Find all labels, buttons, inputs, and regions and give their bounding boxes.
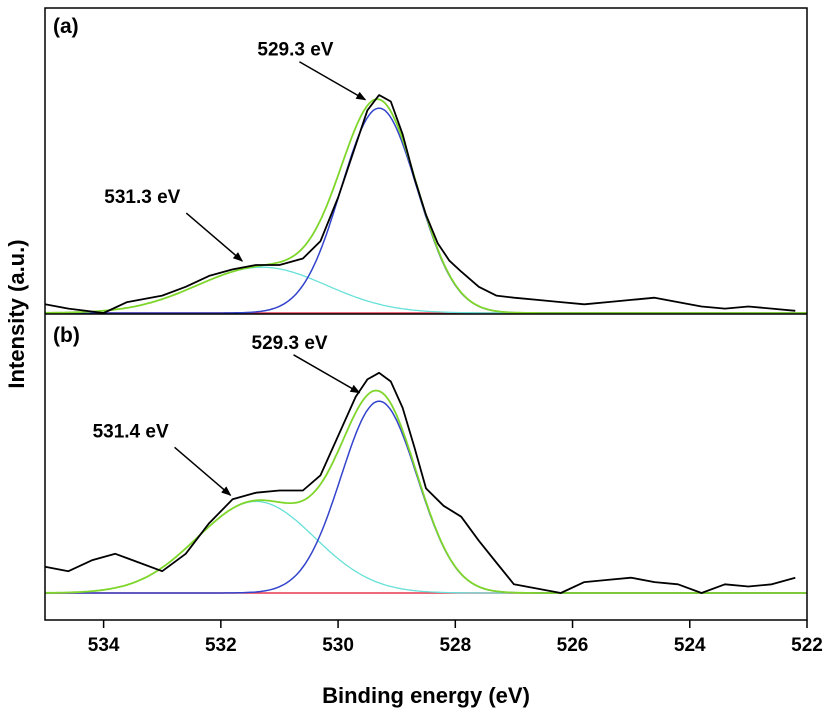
peak-annotation: 531.4 eV [93,421,169,442]
x-tick-label: 522 [791,635,823,656]
panel-b: (b) 529.3 eV 531.4 eV [44,324,807,594]
y-axis-label: Intensity (a.u.) [4,239,29,388]
x-tick-label: 532 [205,635,237,656]
fit-peak-high-be [45,266,807,314]
annotation-arrow [299,61,367,101]
experimental-curve [44,94,796,314]
x-tick-label: 530 [322,635,354,656]
peak-annotation: 531.3 eV [104,187,180,208]
x-tick-label: 534 [88,635,120,656]
annotation-arrow [185,212,244,262]
experimental-curve [44,371,796,594]
x-tick-label: 528 [439,635,471,656]
peak-annotation: 529.3 eV [252,333,328,354]
annotation-arrow [174,446,232,496]
panel-label: (b) [53,324,80,347]
fit-peak-low-be [45,107,807,314]
annotation-arrow [293,354,361,394]
x-tick-label: 524 [674,635,706,656]
panel-label: (a) [53,15,79,38]
panel-a: (a) 529.3 eV 531.3 eV [44,15,807,314]
fit-envelope [44,389,807,594]
fit-peak-high-be [44,500,807,594]
x-tick-label: 526 [557,635,589,656]
peak-annotation: 529.3 eV [257,40,333,61]
x-axis-label: Binding energy (eV) [322,683,530,708]
